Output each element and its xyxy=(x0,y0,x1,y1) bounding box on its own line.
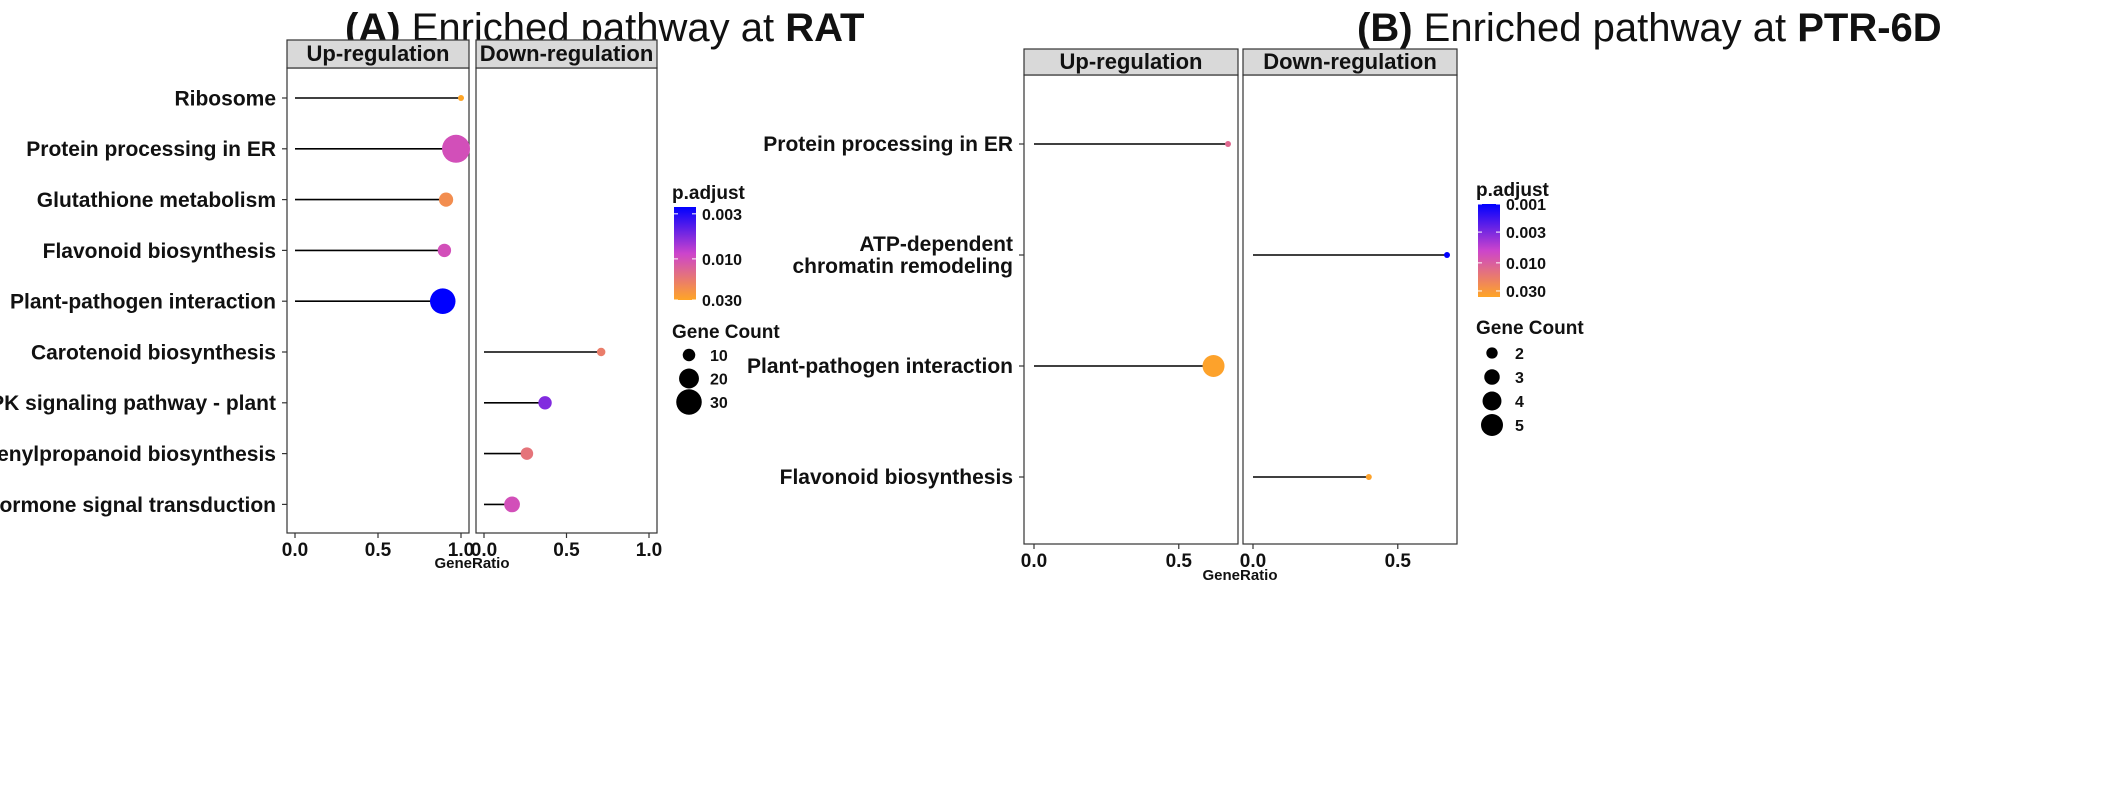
facet-strip-0 xyxy=(1023,48,1239,76)
x-axis-title: GeneRatio xyxy=(434,555,509,572)
legend-size-dot xyxy=(1486,347,1498,359)
y-category-label: Plant-pathogen interaction xyxy=(747,355,1013,378)
facet-label: Down-regulation xyxy=(1263,49,1437,74)
legend-size-dot xyxy=(1482,391,1502,411)
y-category-label: Ribosome xyxy=(174,87,276,110)
data-point xyxy=(1444,252,1450,258)
chart-b-title-prefix: (B) xyxy=(1357,6,1413,50)
legend-size-label: 30 xyxy=(710,395,728,412)
data-point xyxy=(538,396,552,410)
chart-b-title: (B) Enriched pathway at PTR-6D xyxy=(1357,0,1942,56)
panel-1 xyxy=(475,67,658,534)
x-tick-label: 1.0 xyxy=(448,540,474,561)
legend-color-label: 0.003 xyxy=(702,207,742,224)
x-tick-label: 0.0 xyxy=(282,540,308,561)
y-category-label: Plant-pathogen interaction xyxy=(10,291,276,314)
panel-0 xyxy=(1023,74,1239,545)
legend-size-label: 10 xyxy=(710,348,728,365)
data-point xyxy=(1365,474,1372,480)
legend-color-title: p.adjust xyxy=(1476,180,1550,201)
legend-color-label: 0.030 xyxy=(702,293,742,310)
chart-b: Up-regulation 0.0 0.5 Down-regulation 0.0 0.5… xyxy=(747,48,1584,584)
data-point xyxy=(596,347,606,357)
facet-strip-0 xyxy=(286,39,470,69)
data-point xyxy=(504,496,520,513)
facet-label: Down-regulation xyxy=(480,41,654,66)
chart-a: Up-regulation 0.0 0.5 1.0 Down-regulation 0.0… xyxy=(0,39,780,572)
legend-size-title: Gene Count xyxy=(1476,318,1584,339)
chart-b-title-middle: Enriched pathway at xyxy=(1412,6,1798,50)
y-category-label: Phenylpropanoid biosynthesis xyxy=(0,443,276,466)
legend-size-label: 2 xyxy=(1515,346,1524,363)
data-point xyxy=(437,243,452,258)
legend-size-label: 3 xyxy=(1515,370,1524,387)
x-tick-label: 0.0 xyxy=(1021,551,1047,572)
y-category-label: MAPK signaling pathway - plant xyxy=(0,392,276,415)
x-tick-label: 0.5 xyxy=(1166,551,1193,572)
y-category-label: Plant hormone signal transduction xyxy=(0,494,276,517)
facet-strip-1 xyxy=(475,39,658,69)
y-category-label: chromatin remodeling xyxy=(792,255,1013,278)
legend-color-label: 0.010 xyxy=(702,252,742,269)
y-category-label: Flavonoid biosynthesis xyxy=(43,240,276,263)
chart-b-title-bold: PTR-6D xyxy=(1797,6,1942,50)
legend-color-label: 0.001 xyxy=(1506,197,1546,214)
x-tick-label: 0.0 xyxy=(1240,551,1266,572)
x-tick-label: 0.5 xyxy=(365,540,392,561)
data-point xyxy=(442,134,471,163)
data-point xyxy=(1202,355,1225,377)
panel-1 xyxy=(1242,74,1458,545)
data-point xyxy=(429,288,456,314)
legend-size-dot xyxy=(679,368,699,389)
legend-colorbar xyxy=(674,207,696,300)
y-category-label: ATP-dependent xyxy=(859,233,1013,256)
facet-label: Up-regulation xyxy=(307,41,450,66)
chart-a-title-bold: RAT xyxy=(785,6,865,50)
legend-size-label: 4 xyxy=(1515,394,1524,411)
data-point xyxy=(520,447,534,460)
x-tick-label: 0.5 xyxy=(1385,551,1412,572)
facet-label: Up-regulation xyxy=(1060,49,1203,74)
data-point xyxy=(438,192,454,207)
facet-strip-1 xyxy=(1242,48,1458,76)
y-category-label: Protein processing in ER xyxy=(26,138,276,161)
legend-size-dot xyxy=(1484,369,1500,385)
legend-color-label: 0.030 xyxy=(1506,284,1546,301)
data-point xyxy=(1225,141,1231,147)
x-axis-title: GeneRatio xyxy=(1202,567,1277,584)
x-tick-label: 0.0 xyxy=(471,540,497,561)
legend-color-title: p.adjust xyxy=(672,183,746,204)
y-category-label: Carotenoid biosynthesis xyxy=(31,341,276,364)
legend-size-label: 20 xyxy=(710,372,728,389)
x-tick-label: 1.0 xyxy=(636,540,662,561)
y-category-label: Flavonoid biosynthesis xyxy=(780,466,1013,489)
x-tick-label: 0.5 xyxy=(553,540,580,561)
legend-color-label: 0.010 xyxy=(1506,256,1546,273)
data-point xyxy=(458,95,464,101)
legend-size-label: 5 xyxy=(1515,418,1524,435)
legend-size-dot xyxy=(1481,414,1503,436)
legend-size-dot xyxy=(682,348,696,362)
y-category-label: Protein processing in ER xyxy=(763,133,1013,156)
legend-size-title: Gene Count xyxy=(672,322,780,343)
legend-colorbar xyxy=(1478,204,1500,297)
legend-size-dot xyxy=(676,389,702,415)
legend-color-label: 0.003 xyxy=(1506,225,1546,242)
y-category-label: Glutathione metabolism xyxy=(37,189,276,212)
